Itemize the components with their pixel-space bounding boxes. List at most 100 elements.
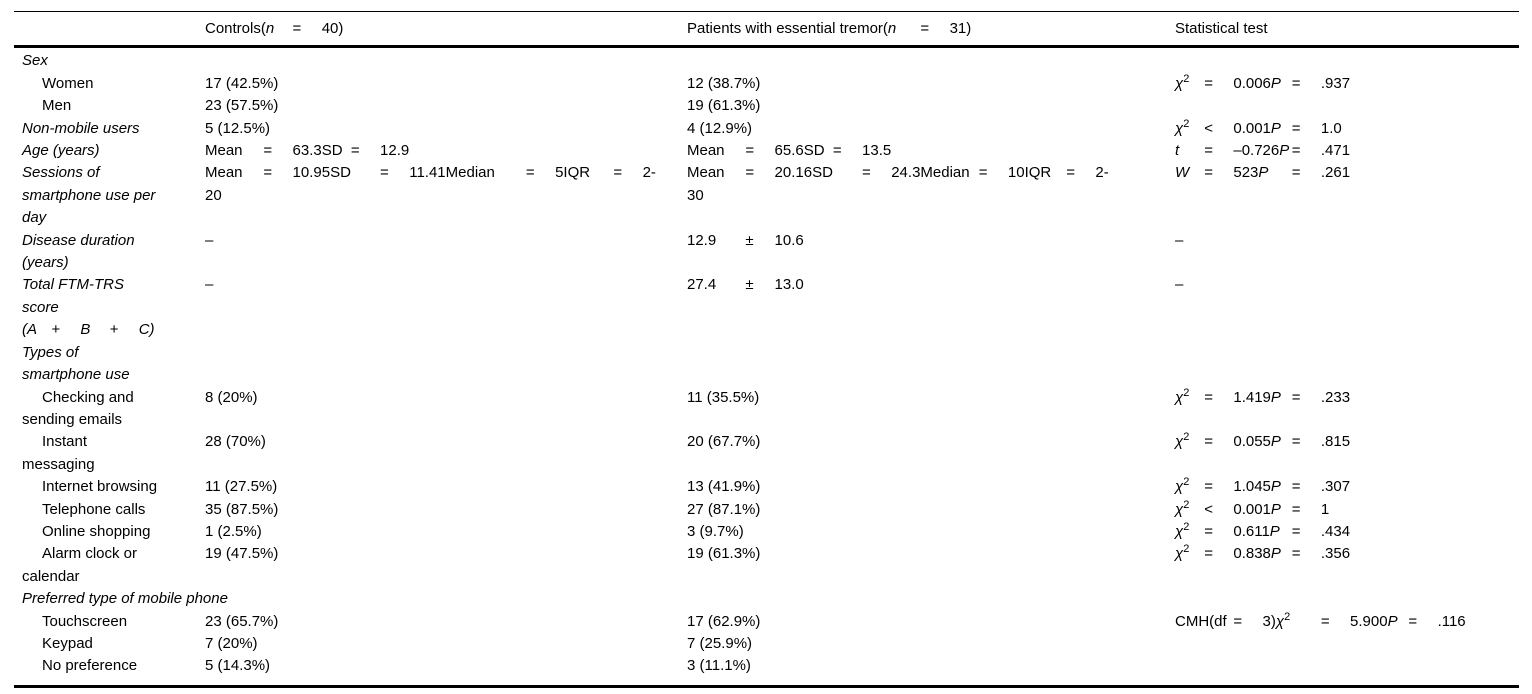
row-label-section: Disease duration (years) bbox=[22, 231, 135, 272]
cell-controls bbox=[205, 342, 687, 387]
cell-controls: 23 (65.7%) bbox=[205, 611, 687, 633]
cell-stat bbox=[1175, 655, 1519, 686]
row-label-item: Checking and sending emails bbox=[22, 388, 134, 428]
column-header-stat: Statistical test bbox=[1175, 11, 1519, 49]
italic-symbol: χ bbox=[1175, 478, 1184, 496]
row-label-section: Preferred type of mobile phone bbox=[22, 590, 228, 608]
row-label-item: Instant messaging bbox=[22, 433, 95, 473]
cell-patients: Mean = 65.6SD = 13.5 bbox=[687, 140, 1175, 162]
cell-patients: 12.9 ± 10.6 bbox=[687, 230, 1175, 275]
cell-controls: Mean = 10.95SD = 11.41Median = 5IQR = 2-… bbox=[205, 162, 687, 229]
text-run: = .434 bbox=[1279, 522, 1351, 540]
column-header-patients: Patients with essential tremor(n = 31) bbox=[687, 11, 1175, 49]
cell-patients: 3 (9.7%) bbox=[687, 521, 1175, 543]
italic-symbol: χ bbox=[1175, 433, 1184, 451]
italic-symbol: χ bbox=[1175, 522, 1184, 540]
text-run: 19 (61.3%) bbox=[687, 545, 761, 563]
italic-symbol: P bbox=[1270, 433, 1281, 451]
cell-stat bbox=[1175, 95, 1519, 117]
cell-controls: – bbox=[205, 230, 687, 275]
text-run: = 0.055 bbox=[1189, 433, 1271, 451]
text-run: – bbox=[205, 276, 214, 294]
italic-symbol: χ bbox=[1175, 74, 1184, 92]
cell-controls: 28 (70%) bbox=[205, 431, 687, 476]
cell-patients: 7 (25.9%) bbox=[687, 633, 1175, 655]
cell-patients bbox=[687, 342, 1175, 387]
text-run: = 0.006 bbox=[1189, 74, 1271, 92]
superscript: 2 bbox=[1183, 386, 1190, 399]
table-row: Online shopping 1 (2.5%) 3 (9.7%) χ2 = 0.61… bbox=[14, 521, 1519, 543]
text-run: = 1.045 bbox=[1189, 478, 1271, 496]
text-run: = 0.611 bbox=[1189, 522, 1270, 540]
cell-stat: χ2 = 0.055P = .815 bbox=[1175, 431, 1519, 476]
text-run: – bbox=[1175, 276, 1184, 294]
text-run: Patients with essential tremor( bbox=[687, 20, 888, 37]
text-run: = 1.419 bbox=[1189, 388, 1271, 406]
cell-stat: χ2 = 0.838P = .356 bbox=[1175, 543, 1519, 588]
cell-patients: 13 (41.9%) bbox=[687, 476, 1175, 498]
cell-patients: 19 (61.3%) bbox=[687, 543, 1175, 588]
text-run: = .307 bbox=[1280, 478, 1351, 496]
superscript: 2 bbox=[1183, 498, 1190, 511]
text-run: = 523 bbox=[1189, 164, 1259, 182]
text-run: Mean = 10.95SD = 11.41Median = 5IQR = 2-… bbox=[205, 164, 656, 204]
table-row: Keypad 7 (20%) 7 (25.9%) bbox=[14, 633, 1519, 655]
row-label-section: Sessions of smartphone use per day bbox=[22, 164, 156, 227]
text-run: = .233 bbox=[1280, 388, 1351, 406]
cell-patients: 17 (62.9%) bbox=[687, 611, 1175, 633]
cell-patients: Mean = 20.16SD = 24.3Median = 10IQR = 2-… bbox=[687, 162, 1175, 229]
table-row: Telephone calls 35 (87.5%) 27 (87.1%) χ2 < … bbox=[14, 499, 1519, 521]
text-run: 3 (9.7%) bbox=[687, 522, 744, 540]
cell-controls: – bbox=[205, 274, 687, 341]
text-run: Statistical test bbox=[1175, 20, 1268, 37]
cell-patients: 27.4 ± 13.0 bbox=[687, 274, 1175, 341]
row-label-item: Women bbox=[42, 74, 94, 92]
text-run: = 0.838 bbox=[1189, 545, 1271, 563]
text-run: Mean = 20.16SD = 24.3Median = 10IQR = 2-… bbox=[687, 164, 1109, 204]
cell-controls bbox=[205, 47, 687, 73]
text-run: 27 (87.1%) bbox=[687, 500, 761, 518]
row-label-item: Men bbox=[42, 97, 72, 115]
row-label-item: Online shopping bbox=[42, 522, 151, 540]
table-row: No preference 5 (14.3%) 3 (11.1%) bbox=[14, 655, 1519, 686]
cell-stat bbox=[1175, 47, 1519, 73]
text-run: = –0.726 bbox=[1179, 142, 1280, 160]
text-run: – bbox=[1175, 231, 1184, 249]
characteristics-table: Controls(n = 40) Patients with essential … bbox=[14, 11, 1519, 688]
italic-symbol: χ bbox=[1275, 612, 1285, 630]
cell-stat: χ2 = 0.006P = .937 bbox=[1175, 73, 1519, 95]
cell-stat: – bbox=[1175, 274, 1519, 341]
text-run: Mean = 65.6SD = 13.5 bbox=[687, 142, 892, 160]
cell-stat bbox=[1175, 342, 1519, 387]
text-run: 20 (67.7%) bbox=[687, 433, 761, 451]
italic-symbol: P bbox=[1387, 612, 1398, 630]
cell-controls: 1 (2.5%) bbox=[205, 521, 687, 543]
cell-controls: 17 (42.5%) bbox=[205, 73, 687, 95]
cell-stat: W = 523P = .261 bbox=[1175, 162, 1519, 229]
text-run: = .937 bbox=[1280, 74, 1351, 92]
text-run: = .261 bbox=[1268, 164, 1351, 182]
cell-patients: 12 (38.7%) bbox=[687, 73, 1175, 95]
italic-symbol: W bbox=[1175, 164, 1190, 182]
cell-patients: 27 (87.1%) bbox=[687, 499, 1175, 521]
superscript: 2 bbox=[1183, 476, 1190, 489]
text-run: 8 (20%) bbox=[205, 388, 258, 406]
text-run: 11 (27.5%) bbox=[205, 478, 278, 496]
table-header: Controls(n = 40) Patients with essential … bbox=[14, 11, 1519, 49]
cell-controls: 5 (12.5%) bbox=[205, 118, 687, 140]
cell-controls: Mean = 63.3SD = 12.9 bbox=[205, 140, 687, 162]
text-run: 3 (11.1%) bbox=[687, 657, 751, 675]
table-row: Non-mobile users 5 (12.5%) 4 (12.9%) χ2 < 0… bbox=[14, 118, 1519, 140]
text-run: 35 (87.5%) bbox=[205, 500, 279, 518]
cell-patients bbox=[687, 47, 1175, 73]
italic-symbol: n bbox=[887, 20, 897, 37]
text-run: = 1.0 bbox=[1280, 119, 1342, 137]
italic-symbol: P bbox=[1279, 142, 1290, 160]
row-label-item: Telephone calls bbox=[42, 500, 146, 518]
text-run: 23 (57.5%) bbox=[205, 97, 279, 115]
text-run: = .815 bbox=[1280, 433, 1351, 451]
italic-symbol: χ bbox=[1175, 388, 1184, 406]
table-row: Instant messaging 28 (70%) 20 (67.7%) χ2 = … bbox=[14, 431, 1519, 476]
cell-stat: χ2 < 0.001P = 1 bbox=[1175, 499, 1519, 521]
text-run: 13 (41.9%) bbox=[687, 478, 761, 496]
